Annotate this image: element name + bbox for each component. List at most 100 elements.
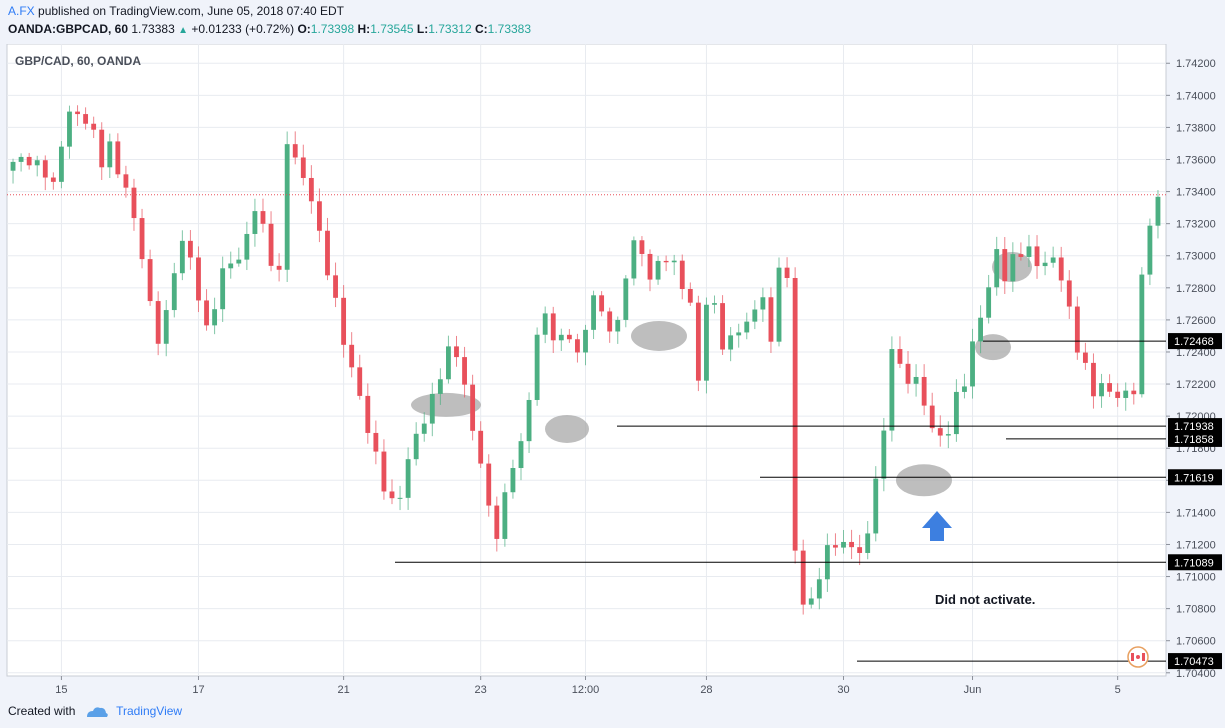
price-axis[interactable]: 1.74200 1.74000 1.73800 1.73600 1.73400 1.732… [1166, 58, 1222, 680]
candle [744, 312, 750, 340]
low-label: L: [416, 22, 429, 36]
author-link[interactable]: A.FX [8, 4, 35, 18]
candle-body [566, 334, 572, 340]
candle [913, 364, 919, 397]
candle-body [268, 223, 274, 266]
candle [502, 483, 508, 547]
candle-body [695, 302, 701, 381]
candle-body [1074, 306, 1080, 353]
candle-body [333, 275, 338, 298]
candle [349, 332, 355, 378]
candle [534, 327, 540, 406]
candle-body [284, 144, 290, 270]
candle [873, 466, 879, 542]
candle-body [1058, 257, 1064, 281]
candle [962, 373, 967, 399]
highlight-zones [411, 251, 1032, 497]
candle [357, 354, 363, 400]
x-tick-label: 30 [837, 684, 849, 696]
candle-body [18, 156, 24, 162]
candle-body [341, 297, 347, 345]
candle-body [671, 260, 677, 263]
candle [881, 417, 887, 492]
candle [99, 122, 105, 180]
candle [50, 172, 56, 190]
candle-body [381, 451, 387, 492]
candle-body [34, 160, 40, 166]
candle [1131, 382, 1137, 405]
candle-body [300, 157, 306, 178]
candle-body [1066, 280, 1072, 307]
candle-body [1018, 254, 1024, 257]
candle-body [639, 240, 645, 254]
candle-body [123, 174, 129, 188]
candle-body [1139, 274, 1145, 395]
candle-body [760, 297, 766, 310]
candle-body [510, 468, 516, 493]
candle [784, 257, 790, 288]
level-price-tag [1168, 469, 1222, 486]
candle [655, 255, 661, 285]
candle [695, 295, 701, 392]
level-price-tag [1168, 554, 1222, 571]
candle [486, 454, 492, 517]
chart-header: A.FX published on TradingView.com, June … [0, 0, 1225, 44]
candle-body [655, 260, 661, 280]
candle [123, 165, 129, 198]
candle-body [147, 259, 153, 302]
candle [325, 217, 330, 281]
candle [792, 267, 798, 564]
y-tick-label: 1.73400 [1176, 187, 1216, 199]
candle-body [1091, 362, 1096, 397]
time-axis[interactable]: 15 17 21 23 12:00 28 30 Jun 5 [55, 676, 1121, 696]
price-chart[interactable]: 1.74200 1.74000 1.73800 1.73600 1.73400 1.732… [0, 44, 1225, 700]
candle [1058, 246, 1064, 292]
candle [196, 246, 201, 313]
candle-body [776, 267, 782, 342]
candle [1026, 234, 1032, 268]
candle-body [155, 301, 161, 344]
publish-line: A.FX published on TradingView.com, June … [8, 4, 344, 18]
high-label: H: [357, 22, 371, 36]
candle-body [1034, 246, 1040, 267]
candle [268, 211, 274, 272]
candle [518, 433, 524, 481]
close-value: 1.73383 [487, 22, 532, 36]
candle-body [558, 334, 564, 341]
candle [365, 383, 371, 444]
candle [768, 287, 774, 353]
candle [163, 300, 169, 357]
candle [58, 141, 64, 189]
candle [478, 421, 484, 468]
level-price-tag [1168, 333, 1222, 350]
y-tick-label: 1.73000 [1176, 251, 1216, 263]
candle [107, 133, 113, 179]
candle-body [325, 230, 330, 276]
candle-body [1131, 390, 1137, 395]
candle [1123, 382, 1129, 411]
candle [776, 257, 782, 347]
candle [18, 153, 24, 172]
candle-body [631, 240, 637, 279]
candle [260, 198, 266, 233]
candle-body [526, 399, 532, 442]
level-price-tag [1168, 653, 1222, 670]
candle-body [607, 311, 613, 332]
candle-body [50, 177, 56, 182]
candle-body [1082, 352, 1088, 363]
y-tick-label: 1.73200 [1176, 219, 1216, 231]
candle-body [752, 309, 758, 322]
candle [897, 336, 903, 369]
candle [550, 306, 556, 354]
candle-body [196, 257, 201, 301]
candle-body [107, 141, 113, 168]
candle [397, 485, 403, 511]
level-price-label: 1.71619 [1174, 472, 1214, 484]
candle [1147, 218, 1153, 286]
candle-body [897, 349, 903, 364]
candle [155, 291, 161, 356]
candle-body [978, 317, 984, 342]
candle-body [1123, 390, 1129, 398]
tradingview-link[interactable]: TradingView [116, 704, 183, 718]
candle-body [470, 384, 476, 431]
